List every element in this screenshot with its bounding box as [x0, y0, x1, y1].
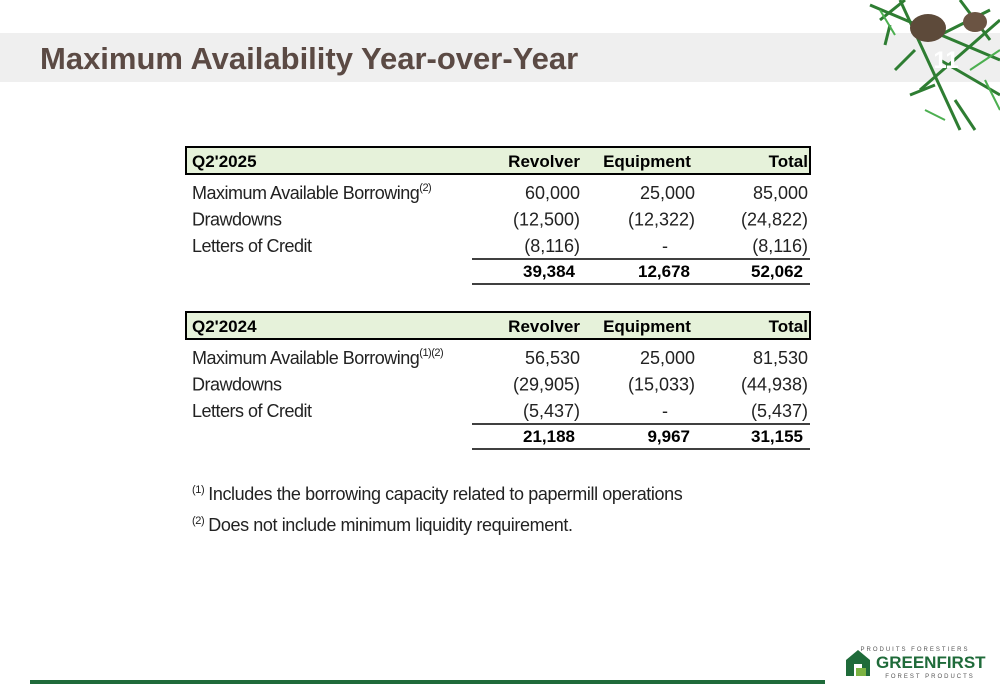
pine-decoration: [869, 0, 1000, 131]
header-cell: Revolver: [508, 317, 580, 336]
cell: 25,000: [640, 183, 695, 203]
cell: 85,000: [753, 183, 808, 203]
header-cell: Total: [769, 317, 808, 336]
total-cell: 52,062: [751, 262, 803, 281]
row-label-text: Letters of Credit: [192, 401, 312, 421]
total-cell: 31,155: [751, 427, 803, 446]
logo: [846, 650, 870, 676]
row-note: (1)(2): [419, 347, 443, 359]
row-label: Drawdowns: [192, 210, 282, 230]
row-note: (2): [419, 182, 431, 194]
header-cell: Total: [769, 152, 808, 171]
header-cell: Revolver: [508, 152, 580, 171]
row-label: Drawdowns: [192, 375, 282, 395]
header-cell: Q2'2024: [192, 317, 257, 336]
cell: (24,822): [741, 210, 808, 230]
cell: (12,500): [513, 210, 580, 230]
footnote: (1) Includes the borrowing capacity relat…: [192, 484, 683, 504]
cell: (44,938): [741, 375, 808, 395]
row-label-text: Maximum Available Borrowing: [192, 183, 419, 203]
row-label: Letters of Credit: [192, 401, 312, 421]
total-cell: 9,967: [647, 427, 690, 446]
cell: (29,905): [513, 375, 580, 395]
cell: (15,033): [628, 375, 695, 395]
footnote-text: Does not include minimum liquidity requi…: [208, 515, 572, 535]
footnote-text: Includes the borrowing capacity related …: [208, 484, 682, 504]
header-cell: Equipment: [603, 152, 691, 171]
header-cell: Equipment: [603, 317, 691, 336]
row-label-text: Letters of Credit: [192, 236, 312, 256]
row-label-text: Drawdowns: [192, 375, 282, 395]
page-number: 11: [933, 47, 958, 74]
footnote-marker: (1): [192, 484, 204, 496]
cell: (12,322): [628, 210, 695, 230]
logo-top: PRODUITS FORESTIERS: [860, 647, 969, 653]
cell: 56,530: [525, 348, 580, 368]
total-cell: 39,384: [523, 262, 576, 281]
slide-title: Maximum Availability Year-over-Year: [40, 41, 578, 76]
row-label: Letters of Credit: [192, 236, 312, 256]
cell: 25,000: [640, 348, 695, 368]
table: Q2'2025 Revolver Equipment Total Maximum Ava…: [185, 146, 811, 285]
cell: -: [662, 401, 668, 421]
cell: (8,116): [752, 236, 808, 256]
table: Q2'2024 Revolver Equipment Total Maximum Ava…: [185, 311, 811, 450]
table-header-box: [185, 311, 811, 340]
total-cell: 12,678: [638, 262, 690, 281]
row-label-text: Drawdowns: [192, 210, 282, 230]
total-cell: 21,188: [523, 427, 575, 446]
cell: (8,116): [524, 236, 580, 256]
footnote-marker: (2): [192, 515, 204, 527]
footnote: (2) Does not include minimum liquidity re…: [192, 515, 573, 535]
cell: (5,437): [523, 401, 580, 421]
logo-name: GREENFIRST: [876, 653, 986, 672]
cell: (5,437): [751, 401, 808, 421]
header-cell: Q2'2025: [192, 152, 257, 171]
cell: 81,530: [753, 348, 808, 368]
row-label-text: Maximum Available Borrowing: [192, 348, 419, 368]
row-label: Maximum Available Borrowing(1)(2): [192, 347, 443, 368]
cell: 60,000: [525, 183, 580, 203]
logo-bottom: FOREST PRODUCTS: [885, 674, 975, 680]
title-band: [0, 33, 1000, 82]
cell: -: [662, 236, 668, 256]
table-header-box: [185, 146, 811, 175]
row-label: Maximum Available Borrowing(2): [192, 182, 431, 203]
